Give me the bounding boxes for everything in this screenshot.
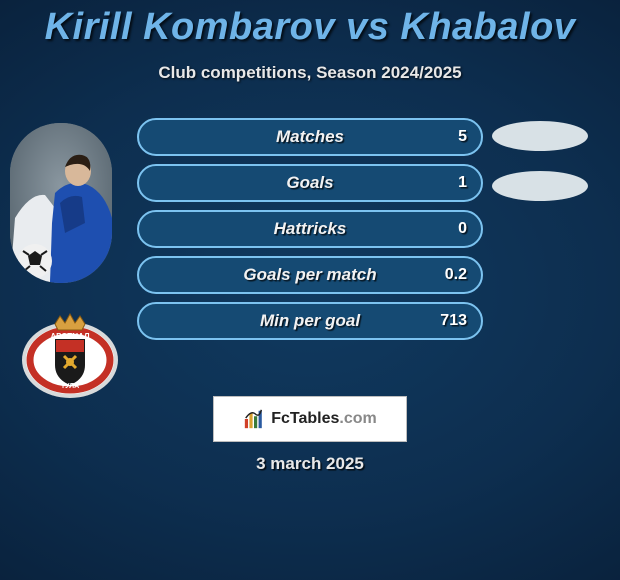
stat-value: 0.2 <box>445 258 467 292</box>
stat-pill-stack: Matches5Goals1Hattricks0Goals per match0… <box>137 118 483 348</box>
right-blob <box>492 171 588 201</box>
date-line: 3 march 2025 <box>0 454 620 474</box>
stat-pill: Min per goal713 <box>137 302 483 340</box>
stat-pill: Matches5 <box>137 118 483 156</box>
right-blob <box>492 121 588 151</box>
stat-label: Hattricks <box>139 212 481 246</box>
stat-pill: Hattricks0 <box>137 210 483 248</box>
right-blob-stack <box>492 121 588 221</box>
bars-icon <box>243 408 265 430</box>
stat-value: 713 <box>440 304 467 338</box>
stat-pill: Goals per match0.2 <box>137 256 483 294</box>
page-title: Kirill Kombarov vs Khabalov <box>0 0 620 49</box>
stat-value: 0 <box>458 212 467 246</box>
logo-text: FcTables.com <box>271 410 377 428</box>
stat-value: 5 <box>458 120 467 154</box>
stat-label: Min per goal <box>139 304 481 338</box>
stat-label: Goals <box>139 166 481 200</box>
subtitle: Club competitions, Season 2024/2025 <box>0 63 620 83</box>
svg-text:АРСЕНАЛ: АРСЕНАЛ <box>50 332 90 341</box>
player-photo <box>10 123 112 283</box>
svg-text:ТУЛА: ТУЛА <box>61 383 79 390</box>
stat-pill: Goals1 <box>137 164 483 202</box>
stat-value: 1 <box>458 166 467 200</box>
stat-label: Goals per match <box>139 258 481 292</box>
club-badge: АРСЕНАЛ ТУЛА <box>20 310 120 400</box>
stat-label: Matches <box>139 120 481 154</box>
fctables-logo: FcTables.com <box>213 396 407 442</box>
